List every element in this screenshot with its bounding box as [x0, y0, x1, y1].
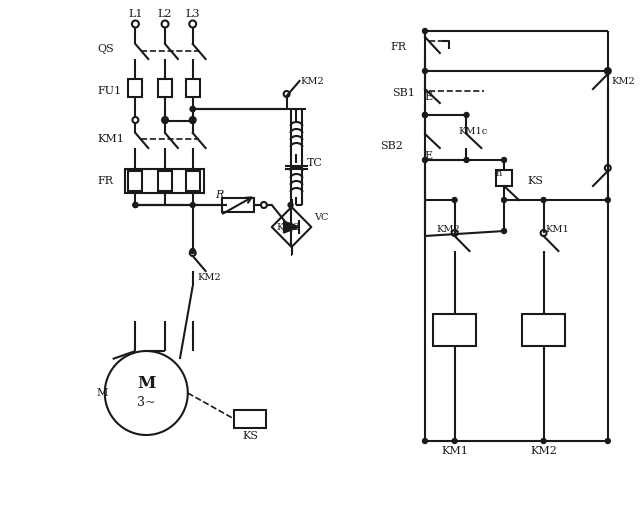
Text: M: M — [137, 375, 156, 391]
Text: KM2: KM2 — [612, 77, 636, 85]
Circle shape — [452, 439, 457, 443]
Circle shape — [452, 197, 457, 203]
Circle shape — [502, 229, 506, 233]
Text: 3~: 3~ — [137, 396, 156, 410]
Circle shape — [190, 118, 195, 123]
Text: QS: QS — [98, 44, 115, 54]
Bar — [158, 171, 172, 191]
Text: n: n — [496, 169, 502, 179]
Text: KS: KS — [528, 176, 544, 186]
Text: KM1: KM1 — [98, 134, 125, 144]
Text: SB2: SB2 — [381, 141, 403, 151]
Bar — [234, 410, 266, 428]
Text: KM1: KM1 — [545, 225, 570, 233]
Circle shape — [605, 68, 611, 73]
Bar — [125, 169, 204, 193]
Bar — [522, 314, 565, 346]
Circle shape — [541, 439, 546, 443]
Circle shape — [422, 439, 428, 443]
Bar — [496, 170, 512, 186]
Text: TC: TC — [307, 158, 323, 168]
Circle shape — [288, 203, 293, 207]
Bar — [129, 171, 142, 191]
Text: KM2: KM2 — [198, 272, 221, 281]
Circle shape — [464, 113, 469, 118]
Text: FR: FR — [98, 176, 114, 186]
Circle shape — [422, 157, 428, 163]
Text: FR: FR — [390, 42, 406, 52]
Bar — [433, 314, 476, 346]
Bar — [186, 171, 200, 191]
Bar — [158, 79, 172, 97]
Text: KM1: KM1 — [441, 446, 468, 456]
Text: R: R — [216, 190, 224, 200]
Text: KM2: KM2 — [300, 77, 324, 85]
Circle shape — [163, 118, 168, 123]
Text: M: M — [97, 388, 108, 398]
Circle shape — [190, 203, 195, 207]
Text: E: E — [424, 151, 432, 161]
Circle shape — [605, 197, 611, 203]
Circle shape — [464, 157, 469, 163]
Circle shape — [133, 203, 138, 207]
Text: E: E — [424, 92, 432, 102]
Circle shape — [422, 113, 428, 118]
Text: L1: L1 — [128, 9, 143, 19]
Bar — [222, 198, 254, 212]
Circle shape — [133, 203, 138, 207]
Circle shape — [422, 113, 428, 118]
Text: KM1c: KM1c — [459, 128, 488, 137]
Bar — [129, 79, 142, 97]
Circle shape — [605, 439, 611, 443]
Circle shape — [422, 68, 428, 73]
Text: L3: L3 — [186, 9, 200, 19]
Text: KM2: KM2 — [437, 225, 461, 233]
Text: VC: VC — [314, 213, 329, 221]
Bar — [186, 79, 200, 97]
Text: KS: KS — [242, 431, 258, 441]
Text: L2: L2 — [158, 9, 172, 19]
Circle shape — [541, 197, 546, 203]
Text: FU1: FU1 — [98, 86, 122, 96]
Circle shape — [190, 106, 195, 111]
Circle shape — [422, 29, 428, 33]
Circle shape — [190, 106, 195, 111]
Text: KM2: KM2 — [530, 446, 557, 456]
Text: KM2: KM2 — [276, 222, 300, 231]
Circle shape — [190, 249, 195, 254]
Circle shape — [502, 157, 506, 163]
Text: SB1: SB1 — [392, 88, 415, 98]
Circle shape — [502, 197, 506, 203]
Polygon shape — [284, 221, 300, 233]
